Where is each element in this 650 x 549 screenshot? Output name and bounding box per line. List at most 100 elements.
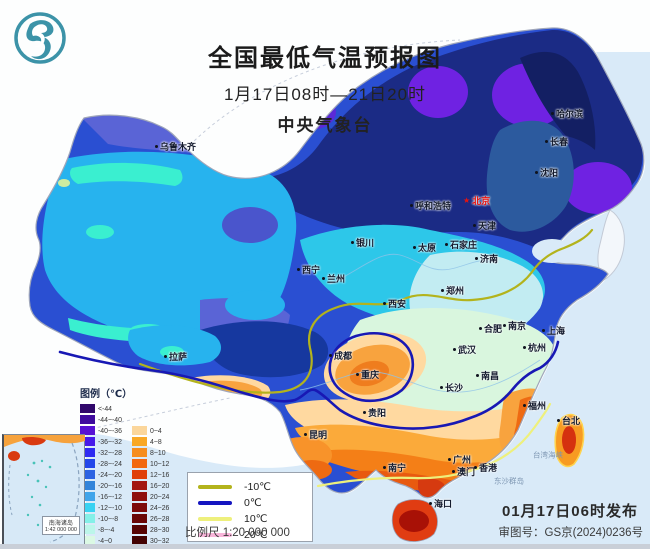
isoline-zero-sichuan-loop	[328, 332, 415, 403]
legend-item: -40~-36	[80, 425, 124, 436]
city-dot	[383, 302, 386, 305]
legend-item: -28~-24	[80, 458, 124, 469]
legend-color-swatch	[80, 492, 95, 501]
bottom-border-bar	[0, 544, 650, 549]
legend-range-label: 0~4	[150, 426, 162, 435]
city-name: 长春	[550, 137, 569, 147]
sea-label: 台湾海峡	[533, 450, 563, 460]
isoline-legend-item: 0℃	[198, 495, 302, 511]
page-title: 全国最低气温预报图	[208, 45, 442, 72]
city-name: 西宁	[302, 265, 321, 275]
legend-color-swatch	[80, 437, 95, 446]
city-label: ★ 杭州	[523, 341, 546, 354]
legend-color-swatch	[80, 536, 95, 545]
hainan-island	[391, 499, 438, 542]
city-dot	[557, 419, 560, 422]
city-label: ★ 台北	[557, 414, 580, 427]
city-name: 沈阳	[540, 168, 559, 178]
city-dot	[164, 355, 167, 358]
legend-item: -24~-20	[80, 469, 124, 480]
rivers	[299, 253, 541, 393]
legend-item: -36~-32	[80, 436, 124, 447]
legend-item: -20~-16	[80, 480, 124, 491]
city-dot	[551, 112, 554, 115]
city-name: 西安	[388, 299, 407, 309]
legend-color-swatch	[80, 448, 95, 457]
city-name: 石家庄	[450, 240, 478, 250]
city-name: 北京	[472, 196, 491, 206]
city-name: 上海	[547, 326, 566, 336]
legend-item: -12~-10	[80, 502, 124, 513]
map-approval-number: 审图号：GS京(2024)0236号	[498, 527, 643, 539]
city-name: 武汉	[458, 345, 477, 355]
city-name: 合肥	[484, 324, 503, 334]
city-name: 南宁	[388, 463, 407, 473]
city-name: 长沙	[445, 383, 464, 393]
city-label: ★ 哈尔滨	[551, 107, 583, 120]
city-label: ★ 呼和浩特	[410, 199, 451, 212]
sea-label: 东沙群岛	[494, 476, 524, 486]
neighbor-borders	[85, 39, 461, 431]
legend-color-swatch	[132, 514, 147, 523]
city-dot	[479, 327, 482, 330]
city-name: 广州	[453, 455, 472, 465]
city-dot	[356, 373, 359, 376]
taiwan-island	[554, 413, 585, 468]
city-name: 南昌	[481, 371, 500, 381]
legend-item: 12~16	[132, 469, 171, 480]
city-name: 重庆	[361, 370, 380, 380]
isoline-color-sample	[198, 501, 232, 505]
city-dot	[545, 140, 548, 143]
legend-range-label: 12~16	[150, 470, 170, 479]
legend-item: 30~32	[132, 535, 171, 546]
legend-item: <-44	[80, 403, 124, 414]
legend-range-label: 30~32	[150, 536, 170, 545]
city-dot	[297, 268, 300, 271]
legend-color-swatch	[80, 415, 95, 424]
city-label: ★ 沈阳	[535, 166, 558, 179]
legend-range-label: 24~26	[150, 503, 170, 512]
legend-item: -4~0	[80, 535, 124, 546]
city-label: ★ 福州	[523, 399, 546, 412]
legend-range-label: <-44	[98, 404, 113, 413]
legend-range-label: -24~-20	[98, 470, 122, 479]
city-label: ★ 重庆	[356, 368, 379, 381]
city-name: 银川	[356, 238, 375, 248]
legend-item: -8~-4	[80, 524, 124, 535]
city-name: 台北	[562, 416, 581, 426]
city-dot	[413, 246, 416, 249]
city-dot	[474, 466, 477, 469]
city-label: ★ 乌鲁木齐	[155, 140, 196, 153]
inset-label: 南海诸岛	[48, 521, 73, 527]
isoline-color-sample	[198, 517, 232, 521]
legend-color-swatch	[132, 525, 147, 534]
legend-range-label: 16~20	[150, 481, 170, 490]
city-dot	[535, 171, 538, 174]
legend-range-label: 10~12	[150, 459, 170, 468]
isoline-legend: -10℃ 0℃ 10℃ 20℃	[187, 472, 313, 542]
legend-color-swatch	[132, 536, 147, 545]
legend-color-swatch	[132, 492, 147, 501]
city-dot	[155, 145, 158, 148]
legend-item: -10~-8	[80, 513, 124, 524]
city-dot	[322, 277, 325, 280]
legend-range-label: -12~-10	[98, 503, 122, 512]
city-label: ★ 济南	[475, 252, 498, 265]
legend-range-label: -20~-16	[98, 481, 122, 490]
city-label: ★ 武汉	[453, 343, 476, 356]
city-dot	[441, 289, 444, 292]
city-label: ★ 海口	[429, 497, 452, 510]
city-name: 南京	[508, 321, 527, 331]
city-dot	[351, 241, 354, 244]
city-name: 福州	[528, 401, 547, 411]
city-dot	[452, 470, 455, 473]
legend-item: 20~24	[132, 491, 171, 502]
city-label: ★ 上海	[542, 324, 565, 337]
cma-logo	[14, 12, 66, 64]
isoline-label: 0℃	[244, 497, 262, 509]
city-dot	[410, 204, 413, 207]
city-name: 兰州	[327, 274, 346, 284]
map-scale: 比例尺 1:20 000 000	[185, 527, 290, 539]
city-name: 贵阳	[368, 408, 387, 418]
